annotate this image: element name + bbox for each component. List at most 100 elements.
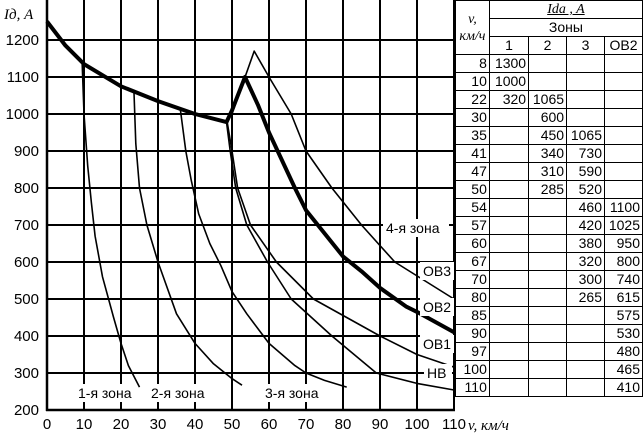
data-table: v, км/ч Ida , A Зоны 1 2 3 ОВ2 8 1300 10 1000 22… xyxy=(455,0,643,397)
speed-cell: 97 xyxy=(455,342,490,361)
y-tick-label: 1000 xyxy=(6,106,39,123)
current-cell: 1100 xyxy=(604,198,643,217)
column-header: 3 xyxy=(566,36,605,55)
current-cell xyxy=(566,72,605,91)
current-cell xyxy=(528,270,568,289)
current-cell xyxy=(528,198,568,217)
x-axis-label: v, км/ч xyxy=(468,418,509,434)
table-row: 8 1300 xyxy=(455,54,643,73)
current-cell: 420 xyxy=(566,216,605,235)
current-cell xyxy=(604,72,643,91)
v-header-label: v, xyxy=(468,11,477,27)
y-tick-label: 900 xyxy=(14,143,39,160)
current-cell: 410 xyxy=(604,378,643,397)
x-tick-label: 50 xyxy=(224,416,241,433)
current-cell xyxy=(488,108,530,127)
y-tick-label: 1100 xyxy=(7,69,39,86)
annotation-bg xyxy=(420,335,454,353)
grid xyxy=(45,0,455,412)
current-cell xyxy=(604,180,643,199)
x-tick-label: 110 xyxy=(442,416,466,433)
current-cell: 1025 xyxy=(604,216,643,235)
table-row: 60 380 950 xyxy=(455,234,643,253)
zones-header: Зоны xyxy=(488,18,643,37)
annotation-bg xyxy=(383,219,449,237)
ticks: 0 10 20 30 40 50 60 70 80 90 100 110 1200 1100 1000 900… xyxy=(6,32,466,433)
current-cell: 265 xyxy=(566,288,605,307)
column-header: 1 xyxy=(488,36,530,55)
table-row: 50 285 520 xyxy=(455,180,643,199)
y-tick-label: 800 xyxy=(14,180,39,197)
table-row: 70 300 740 xyxy=(455,270,643,289)
current-cell xyxy=(488,360,530,379)
current-cell xyxy=(488,144,530,163)
current-cell xyxy=(604,108,643,127)
current-cell: 340 xyxy=(528,144,568,163)
annotation-bg xyxy=(420,298,454,316)
y-tick-label: 700 xyxy=(14,217,39,234)
series-zone3-line xyxy=(179,108,347,388)
current-cell xyxy=(488,342,530,361)
current-cell xyxy=(604,90,643,109)
table-row: 35 450 1065 xyxy=(455,126,643,145)
current-cell xyxy=(528,216,568,235)
y-axis-label: Iд, A xyxy=(3,7,34,23)
table-row: 100 465 xyxy=(455,360,643,379)
annotation-bg xyxy=(75,384,137,402)
current-cell xyxy=(488,252,530,271)
annotation-label: 1-я зона xyxy=(78,385,132,401)
series-OB3-line xyxy=(231,50,455,300)
speed-cell: 100 xyxy=(455,360,490,379)
y-tick-label: 600 xyxy=(14,254,39,271)
x-tick-label: 20 xyxy=(113,416,130,433)
annotation-label: ОВ3 xyxy=(423,263,451,279)
current-cell: 380 xyxy=(566,234,605,253)
x-tick-label: 80 xyxy=(335,416,352,433)
x-tick-label: 100 xyxy=(404,416,429,433)
current-cell xyxy=(488,306,530,325)
current-cell: 520 xyxy=(566,180,605,199)
table-row: 80 265 615 xyxy=(455,288,643,307)
table-row: 110 410 xyxy=(455,378,643,397)
current-cell xyxy=(488,378,530,397)
annotation-label: 2-я зона xyxy=(151,385,205,401)
current-cell xyxy=(566,324,605,343)
column-header: 2 xyxy=(528,36,568,55)
speed-cell: 41 xyxy=(455,144,490,163)
current-cell: 465 xyxy=(604,360,643,379)
y-tick-label: 400 xyxy=(14,328,39,345)
x-tick-label: 40 xyxy=(187,416,204,433)
current-cell: 320 xyxy=(566,252,605,271)
current-cell xyxy=(488,162,530,181)
current-cell xyxy=(488,180,530,199)
table-row: 41 340 730 xyxy=(455,144,643,163)
current-cell: 1065 xyxy=(528,90,568,109)
table-row: 97 480 xyxy=(455,342,643,361)
speed-cell: 67 xyxy=(455,252,490,271)
speed-cell: 10 xyxy=(455,72,490,91)
series-OB2-line xyxy=(45,20,455,335)
current-cell xyxy=(488,198,530,217)
current-cell xyxy=(528,306,568,325)
current-cell: 530 xyxy=(604,324,643,343)
current-cell xyxy=(528,54,568,73)
table-row: 90 530 xyxy=(455,324,643,343)
speed-cell: 8 xyxy=(455,54,490,73)
annotation-label: НВ xyxy=(427,365,446,381)
current-cell xyxy=(566,90,605,109)
annotation-label: ОВ2 xyxy=(423,299,451,315)
speed-cell: 35 xyxy=(455,126,490,145)
speed-cell: 85 xyxy=(455,306,490,325)
current-cell xyxy=(528,252,568,271)
current-cell xyxy=(488,216,530,235)
current-cell: 950 xyxy=(604,234,643,253)
current-cell xyxy=(528,288,568,307)
table-row: 85 575 xyxy=(455,306,643,325)
current-cell xyxy=(488,288,530,307)
x-tick-label: 30 xyxy=(150,416,167,433)
v-header-unit: км/ч xyxy=(459,28,486,44)
current-cell xyxy=(488,270,530,289)
current-cell: 730 xyxy=(566,144,605,163)
x-tick-label: 90 xyxy=(372,416,389,433)
